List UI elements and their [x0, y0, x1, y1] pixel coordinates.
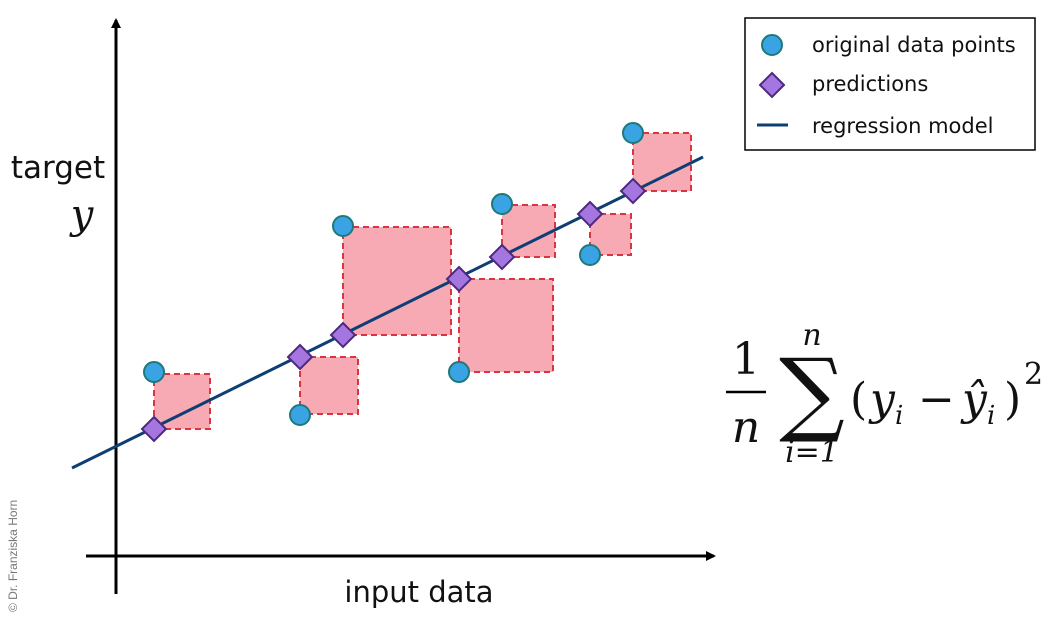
legend-diamond-icon [758, 71, 786, 99]
mse-formula: 1 n ∑ n i=1 ( y i − ŷ i ) 2 [726, 318, 1043, 470]
legend-label: regression model [812, 114, 993, 138]
formula-sub-i: i [987, 401, 995, 431]
copyright-text: © Dr. Franziska Horn [6, 500, 20, 612]
y-axis-symbol: y [69, 192, 95, 238]
x-axis-label: input data [344, 575, 493, 609]
prediction-marker [329, 321, 357, 349]
formula-open-paren: ( [850, 374, 867, 425]
error-squares [153, 132, 692, 430]
data-point [579, 244, 601, 266]
legend-box [744, 17, 1036, 151]
prediction-marker [286, 343, 314, 371]
legend: original data points predictions regress… [744, 17, 1036, 151]
data-point [448, 361, 470, 383]
error-square [299, 356, 359, 415]
error-square [342, 226, 452, 336]
formula-sub-i: i [895, 401, 903, 431]
prediction-marker [576, 200, 604, 228]
error-square [153, 373, 211, 430]
prediction-marker [488, 243, 516, 271]
y-axis-label: target [11, 150, 105, 186]
data-point [332, 215, 354, 237]
data-point [622, 122, 644, 144]
prediction-marker [140, 415, 168, 443]
formula-yhat: ŷ [960, 374, 988, 425]
error-square [632, 132, 692, 192]
formula-upper-limit: n [802, 318, 821, 353]
error-square [458, 278, 554, 373]
regression-line [71, 155, 704, 470]
legend-label: original data points [812, 33, 1016, 57]
data-point [491, 193, 513, 215]
error-square [501, 204, 556, 258]
sum-icon: ∑ [779, 339, 845, 446]
formula-exponent: 2 [1024, 357, 1043, 392]
formula-lower-limit: i=1 [785, 435, 839, 470]
prediction-marker [619, 177, 647, 205]
prediction-marker [445, 265, 473, 293]
formula-numerator: 1 [732, 334, 760, 385]
formula-y: y [868, 374, 896, 425]
data-point [143, 361, 165, 383]
formula-close-paren: ) [1004, 374, 1021, 425]
formula-minus: − [918, 374, 955, 425]
legend-label: predictions [812, 72, 928, 96]
predictions [140, 177, 647, 443]
formula-denominator: n [732, 402, 760, 453]
data-points [143, 122, 644, 426]
data-point [289, 404, 311, 426]
legend-circle-icon [761, 34, 783, 56]
